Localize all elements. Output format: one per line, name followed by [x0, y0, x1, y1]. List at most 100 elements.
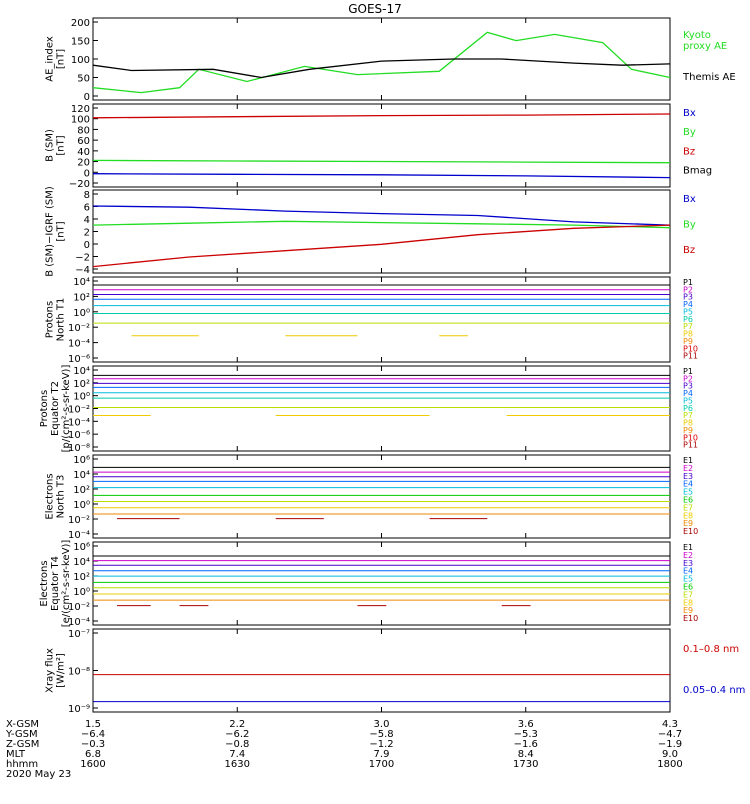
legend-bsm-3: Bmag [683, 165, 712, 176]
y-tick-label-e1-1: 10⁴ [73, 470, 90, 481]
x-axis-value-2-1: −0.8 [225, 739, 249, 750]
y-tick-label-bigrf-0: 8 [84, 190, 90, 201]
panel-frame-bigrf [92, 189, 671, 274]
legend-e2-1: E2 [683, 551, 693, 560]
legend-p2-3: P4 [683, 389, 693, 398]
y-tick-label-e2-5: 10⁻⁴ [68, 617, 90, 628]
x-axis-value-2-2: −1.2 [369, 739, 393, 750]
legend-e2-3: E4 [683, 567, 693, 576]
y-tick-label-p1-1: 10² [73, 292, 90, 303]
legend-bigrf-2: Bz [683, 245, 695, 256]
legend-e2-5: E6 [683, 583, 693, 592]
y-tick-label-p2-5: 10⁻⁶ [68, 430, 90, 441]
legend-p2-7: P8 [683, 419, 693, 428]
series-line-bigrf-1 [92, 220, 671, 229]
x-axis-value-4-4: 1800 [657, 759, 682, 770]
y-tick-label-ae-2: 100 [71, 55, 90, 66]
x-axis-value-4-1: 1630 [225, 759, 250, 770]
y-tick-label-e1-3: 10⁰ [73, 500, 90, 511]
legend-bsm-0: Bx [683, 108, 696, 119]
x-axis-value-3-3: 8.4 [518, 749, 534, 760]
series-line-bigrf-2 [92, 224, 671, 268]
y-axis-label-e2-0: Electrons [39, 560, 50, 606]
y-tick-label-bsm-2: 80 [77, 125, 90, 136]
x-axis-value-0-0: 1.5 [85, 719, 101, 730]
x-axis-value-1-0: −6.4 [81, 729, 105, 740]
x-axis-value-4-2: 1700 [369, 759, 394, 770]
y-axis-label-e1-1: North T3 [56, 475, 67, 519]
legend-p2-1: P2 [683, 374, 693, 383]
legend-e2-4: E5 [683, 575, 693, 584]
legend-xray-1: 0.05–0.4 nm [683, 685, 745, 696]
y-tick-label-p1-0: 10⁴ [73, 277, 90, 288]
legend-p2-10: P11 [683, 441, 698, 450]
x-axis-row-label-0: X-GSM [6, 719, 39, 730]
legend-e2-8: E9 [683, 606, 693, 615]
legend-p2-5: P6 [683, 404, 693, 413]
legend-e2-2: E3 [683, 559, 693, 568]
legend-p2-8: P9 [683, 426, 693, 435]
legend-e2-9: E10 [683, 614, 698, 623]
legend-e2-7: E8 [683, 598, 693, 607]
y-tick-label-e2-2: 10² [73, 572, 90, 583]
legend-p1-9: P10 [683, 344, 698, 353]
y-tick-label-xray-2: 10⁻⁹ [68, 704, 90, 715]
legend-p2-0: P1 [683, 367, 693, 376]
legend-p2-6: P7 [683, 411, 693, 420]
y-tick-label-bsm-3: 60 [77, 136, 90, 147]
y-tick-label-bigrf-5: −2 [75, 253, 90, 264]
series-line-ae-1 [92, 58, 671, 79]
legend-e1-4: E5 [683, 488, 693, 497]
legend-e1-8: E9 [683, 519, 693, 528]
y-tick-label-e2-3: 10⁰ [73, 587, 90, 598]
y-tick-label-bsm-7: −20 [69, 179, 90, 190]
x-axis-value-1-4: −4.7 [658, 729, 682, 740]
legend-ae-0-1: proxy AE [683, 41, 727, 52]
y-axis-label-ae-1: [nT] [56, 49, 67, 69]
y-axis-label-bigrf-1: [nT] [56, 221, 67, 241]
y-tick-label-bsm-1: 100 [71, 115, 90, 126]
y-tick-label-bsm-4: 40 [77, 147, 90, 158]
y-axis-label-e2-1: Equator T4 [50, 556, 61, 611]
y-tick-label-p2-6: 10⁻⁸ [68, 443, 90, 454]
y-tick-label-p2-0: 10⁴ [73, 366, 90, 377]
y-tick-label-xray-0: 10⁻⁷ [68, 629, 90, 640]
series-line-bigrf-0 [92, 205, 671, 226]
x-axis-value-0-1: 2.2 [229, 719, 245, 730]
y-tick-label-p2-3: 10⁻² [68, 405, 90, 416]
series-line-bsm-0 [92, 173, 671, 179]
y-tick-label-ae-1: 150 [71, 37, 90, 48]
series-line-bsm-1 [92, 159, 671, 164]
legend-e1-9: E10 [683, 527, 698, 536]
x-axis-value-3-2: 7.9 [374, 749, 390, 760]
x-axis-row-label-2: Z-GSM [6, 739, 39, 750]
y-axis-label-xray-0: Xray flux [45, 648, 56, 693]
y-tick-label-bigrf-2: 4 [84, 215, 90, 226]
y-axis-label-bsm-0: B (SM) [45, 129, 56, 162]
x-axis-value-0-4: 4.3 [662, 719, 678, 730]
y-tick-label-p1-4: 10⁻⁴ [68, 339, 90, 350]
legend-bigrf-0: Bx [683, 194, 696, 205]
y-tick-label-p1-3: 10⁻² [68, 323, 90, 334]
y-axis-label-e2-2: [e/(cm²-s-sr-keV)] [61, 540, 72, 628]
y-tick-label-bigrf-3: 2 [84, 228, 90, 239]
y-tick-label-bsm-0: 120 [71, 104, 90, 115]
y-tick-label-p2-2: 10⁰ [73, 392, 90, 403]
y-tick-label-e1-0: 10⁶ [73, 455, 90, 466]
y-tick-label-bigrf-4: 0 [84, 240, 90, 251]
legend-p1-2: P3 [683, 293, 693, 302]
x-axis-value-2-3: −1.6 [514, 739, 538, 750]
legend-e2-6: E7 [683, 590, 693, 599]
y-tick-label-ae-3: 50 [77, 74, 90, 85]
x-axis-value-4-0: 1600 [80, 759, 105, 770]
y-axis-label-e1-0: Electrons [45, 473, 56, 519]
x-axis-value-1-3: −5.3 [514, 729, 538, 740]
x-axis-value-3-1: 7.4 [229, 749, 245, 760]
x-axis-date: 2020 May 23 [6, 769, 71, 780]
series-line-ae-0 [92, 31, 671, 94]
y-tick-label-bsm-5: 20 [77, 158, 90, 169]
x-axis-value-3-0: 6.8 [85, 749, 101, 760]
x-axis-value-4-3: 1730 [513, 759, 538, 770]
legend-e1-3: E4 [683, 480, 693, 489]
